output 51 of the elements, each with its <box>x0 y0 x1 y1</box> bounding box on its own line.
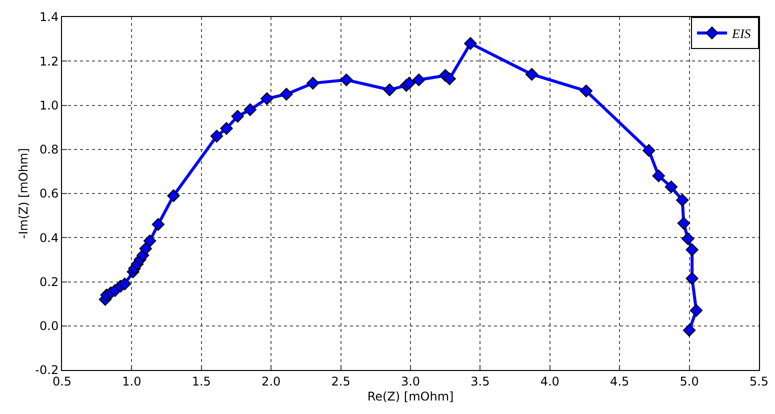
point <box>664 180 678 194</box>
point <box>525 68 538 81</box>
point <box>682 324 696 337</box>
point <box>652 170 665 182</box>
point <box>139 242 152 256</box>
point <box>642 144 656 157</box>
point <box>686 243 698 256</box>
x-tick-label: 3.5 <box>470 374 490 388</box>
point <box>118 278 132 290</box>
x-axis-title: Re(Z) [mOhm] <box>367 389 454 404</box>
y-tick-label: 1.0 <box>40 98 59 112</box>
point <box>676 194 689 206</box>
x-tick-label: 2.0 <box>262 374 281 388</box>
point <box>167 189 180 202</box>
x-tick-label: 4.0 <box>540 374 560 388</box>
point <box>306 76 320 90</box>
x-tick-label: 5.0 <box>680 374 699 388</box>
y-tick-label: 0.8 <box>40 142 59 157</box>
y-axis-title: -Im(Z) [mOhm] <box>16 148 30 239</box>
x-tick-label: 5.5 <box>749 374 769 388</box>
point <box>402 76 416 90</box>
point <box>690 304 703 317</box>
x-tick-label: 1.0 <box>122 374 142 388</box>
x-tick-label: 4.5 <box>610 374 630 388</box>
legend-label: EIS <box>731 26 752 42</box>
point <box>686 272 698 285</box>
point <box>340 74 353 86</box>
x-tick-label: 3.0 <box>400 374 420 388</box>
y-tick-label: 0.4 <box>40 230 59 245</box>
y-tick-label: 1.4 <box>40 10 59 24</box>
point <box>231 110 244 123</box>
point <box>443 72 456 86</box>
x-tick-label: 2.5 <box>331 374 350 388</box>
point <box>580 84 592 98</box>
point <box>677 216 690 230</box>
point <box>152 218 165 231</box>
point <box>210 130 224 142</box>
y-tick-label: 0.2 <box>40 274 59 289</box>
point <box>412 74 426 86</box>
y-tick-label: 1.2 <box>40 54 59 68</box>
y-tick-label: 0.0 <box>40 319 59 334</box>
point <box>682 232 694 246</box>
point <box>220 122 233 135</box>
point <box>383 83 396 96</box>
point <box>280 88 293 101</box>
y-tick-label: 0.6 <box>40 186 59 201</box>
point <box>260 92 274 105</box>
point <box>244 103 257 116</box>
point <box>464 37 477 50</box>
x-tick-label: 1.5 <box>192 374 211 388</box>
point <box>143 234 156 248</box>
